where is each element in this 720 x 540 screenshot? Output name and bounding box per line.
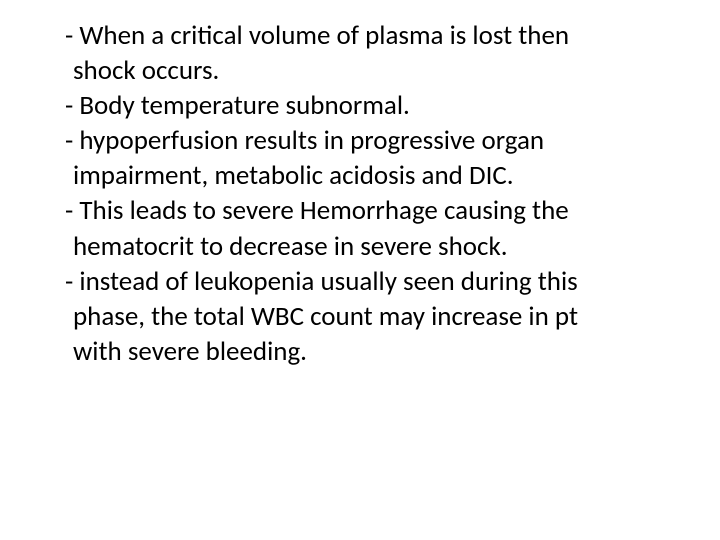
text-line-6: hematocrit to decrease in severe shock. (65, 229, 670, 264)
text-line-8: phase, the total WBC count may increase … (65, 299, 670, 334)
text-line-2: - Body temperature subnormal. (65, 88, 670, 123)
slide-content: - When a critical volume of plasma is lo… (0, 0, 720, 540)
text-line-4: impairment, metabolic acidosis and DIC. (65, 158, 670, 193)
text-line-5: - This leads to severe Hemorrhage causin… (65, 193, 670, 228)
text-line-3: - hypoperfusion results in progressive o… (65, 123, 670, 158)
text-line-1: shock occurs. (65, 53, 670, 88)
text-line-9: with severe bleeding. (65, 334, 670, 369)
text-line-7: - instead of leukopenia usually seen dur… (65, 264, 670, 299)
text-line-0: - When a critical volume of plasma is lo… (65, 18, 670, 53)
